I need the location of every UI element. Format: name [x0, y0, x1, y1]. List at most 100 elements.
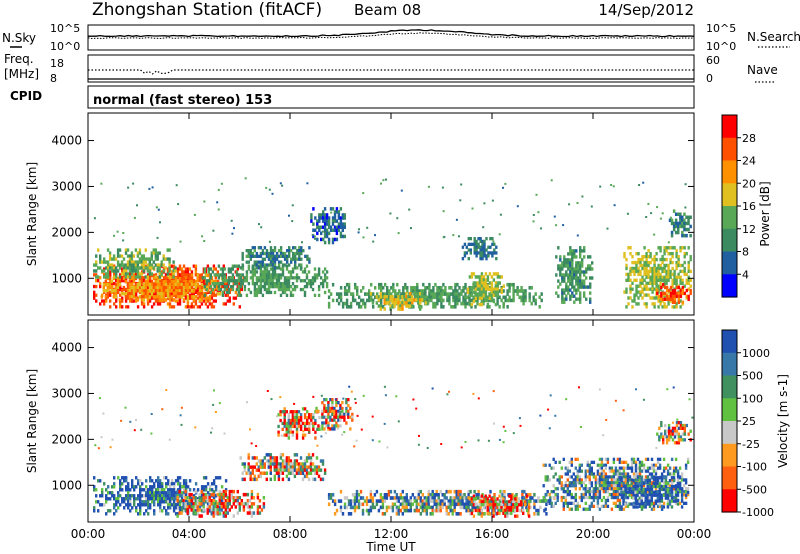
heat-cell — [600, 460, 604, 464]
heat-cell — [485, 237, 488, 241]
heat-cell — [588, 472, 591, 476]
heat-cell — [218, 489, 221, 494]
heat-cell — [144, 264, 148, 268]
heat-cell — [140, 292, 144, 296]
heat-cell — [389, 304, 392, 308]
heat-cell — [239, 282, 243, 286]
heat-cell — [259, 273, 263, 277]
heat-cell — [314, 418, 317, 423]
heat-cell — [498, 295, 501, 300]
heat-cell — [393, 301, 396, 305]
heat-cell — [659, 246, 662, 250]
heat-cell — [671, 281, 674, 285]
heat-cell — [374, 295, 377, 300]
heat-cell — [444, 286, 447, 290]
heat-cell — [588, 490, 591, 494]
heat-cell — [401, 489, 404, 494]
heat-cell — [492, 508, 495, 513]
heat-cell — [227, 270, 231, 274]
heat-cell — [167, 488, 170, 492]
heat-cell — [116, 263, 120, 267]
heat-cell — [271, 285, 275, 289]
heat-cell — [571, 264, 574, 268]
heat-cell — [651, 290, 654, 294]
heat-cell — [206, 505, 209, 509]
heat-cell — [204, 298, 208, 302]
heat-cell — [210, 511, 213, 515]
heat-cell — [518, 503, 521, 507]
heat-cell — [161, 500, 164, 504]
heat-cell — [478, 503, 481, 507]
heat-cell — [379, 307, 382, 311]
heat-cell — [651, 284, 654, 288]
heat-cell — [271, 260, 275, 264]
heat-cell — [588, 507, 591, 511]
heat-cell — [574, 484, 577, 488]
heat-cell — [409, 292, 412, 296]
heat-cell — [365, 508, 369, 513]
heat-cell — [249, 477, 252, 482]
heat-cell — [310, 418, 313, 423]
heat-cell — [675, 278, 678, 282]
heat-cell — [480, 272, 484, 276]
nave-label: Nave — [747, 63, 778, 77]
heat-cell — [159, 494, 162, 498]
heat-cell — [529, 505, 532, 510]
heat-cell — [114, 269, 118, 273]
heat-cell — [435, 502, 438, 507]
heat-cell — [207, 267, 210, 271]
heat-cell — [267, 465, 270, 469]
heat-cell — [133, 503, 136, 507]
heat-cell — [145, 509, 148, 513]
heat-cell — [235, 264, 239, 268]
heat-cell — [564, 466, 567, 470]
heat-cell — [172, 506, 176, 510]
heat-cell — [347, 409, 350, 413]
heat-cell — [573, 273, 576, 277]
heat-cell — [314, 228, 317, 232]
heat-cell — [232, 499, 235, 503]
heat-cell — [130, 272, 134, 276]
heat-cell — [674, 221, 678, 226]
heat-cell — [285, 468, 289, 472]
heat-cell — [443, 496, 446, 500]
heat-cell — [478, 275, 482, 279]
heat-cell — [247, 456, 250, 460]
heat-cell — [448, 295, 451, 300]
heat-cell — [244, 502, 248, 506]
heat-cell — [174, 285, 178, 290]
heat-cell — [663, 281, 666, 285]
heat-cell — [508, 289, 511, 293]
heat-cell — [566, 484, 569, 488]
colorbar-tick-label: 24 — [742, 155, 756, 168]
heat-cell — [106, 295, 109, 299]
heat-cell — [95, 279, 98, 283]
heat-cell — [233, 282, 237, 286]
heat-cell — [667, 246, 670, 250]
heat-cell — [312, 228, 315, 232]
heat-cell — [105, 260, 108, 264]
heat-cell — [255, 279, 259, 283]
heat-cell — [285, 462, 289, 466]
heat-cell — [486, 302, 490, 307]
heat-cell — [218, 496, 221, 500]
heat-cell — [664, 291, 667, 296]
heat-cell — [583, 294, 586, 298]
heat-cell — [145, 503, 148, 507]
heat-cell — [277, 468, 281, 472]
heat-cell — [283, 257, 287, 261]
heat-cell — [103, 503, 106, 507]
heat-cell — [114, 282, 118, 287]
heat-cell — [661, 266, 664, 271]
heat-cell — [306, 182, 309, 185]
heat-cell — [589, 300, 592, 304]
heat-cell — [381, 512, 385, 516]
heat-cell — [671, 297, 675, 301]
heat-cell — [212, 264, 216, 268]
heat-cell — [641, 296, 644, 300]
heat-cell — [494, 302, 498, 307]
heat-cell — [291, 421, 295, 426]
heat-cell — [281, 410, 284, 414]
heat-cell — [419, 505, 422, 510]
heat-cell — [379, 493, 383, 497]
